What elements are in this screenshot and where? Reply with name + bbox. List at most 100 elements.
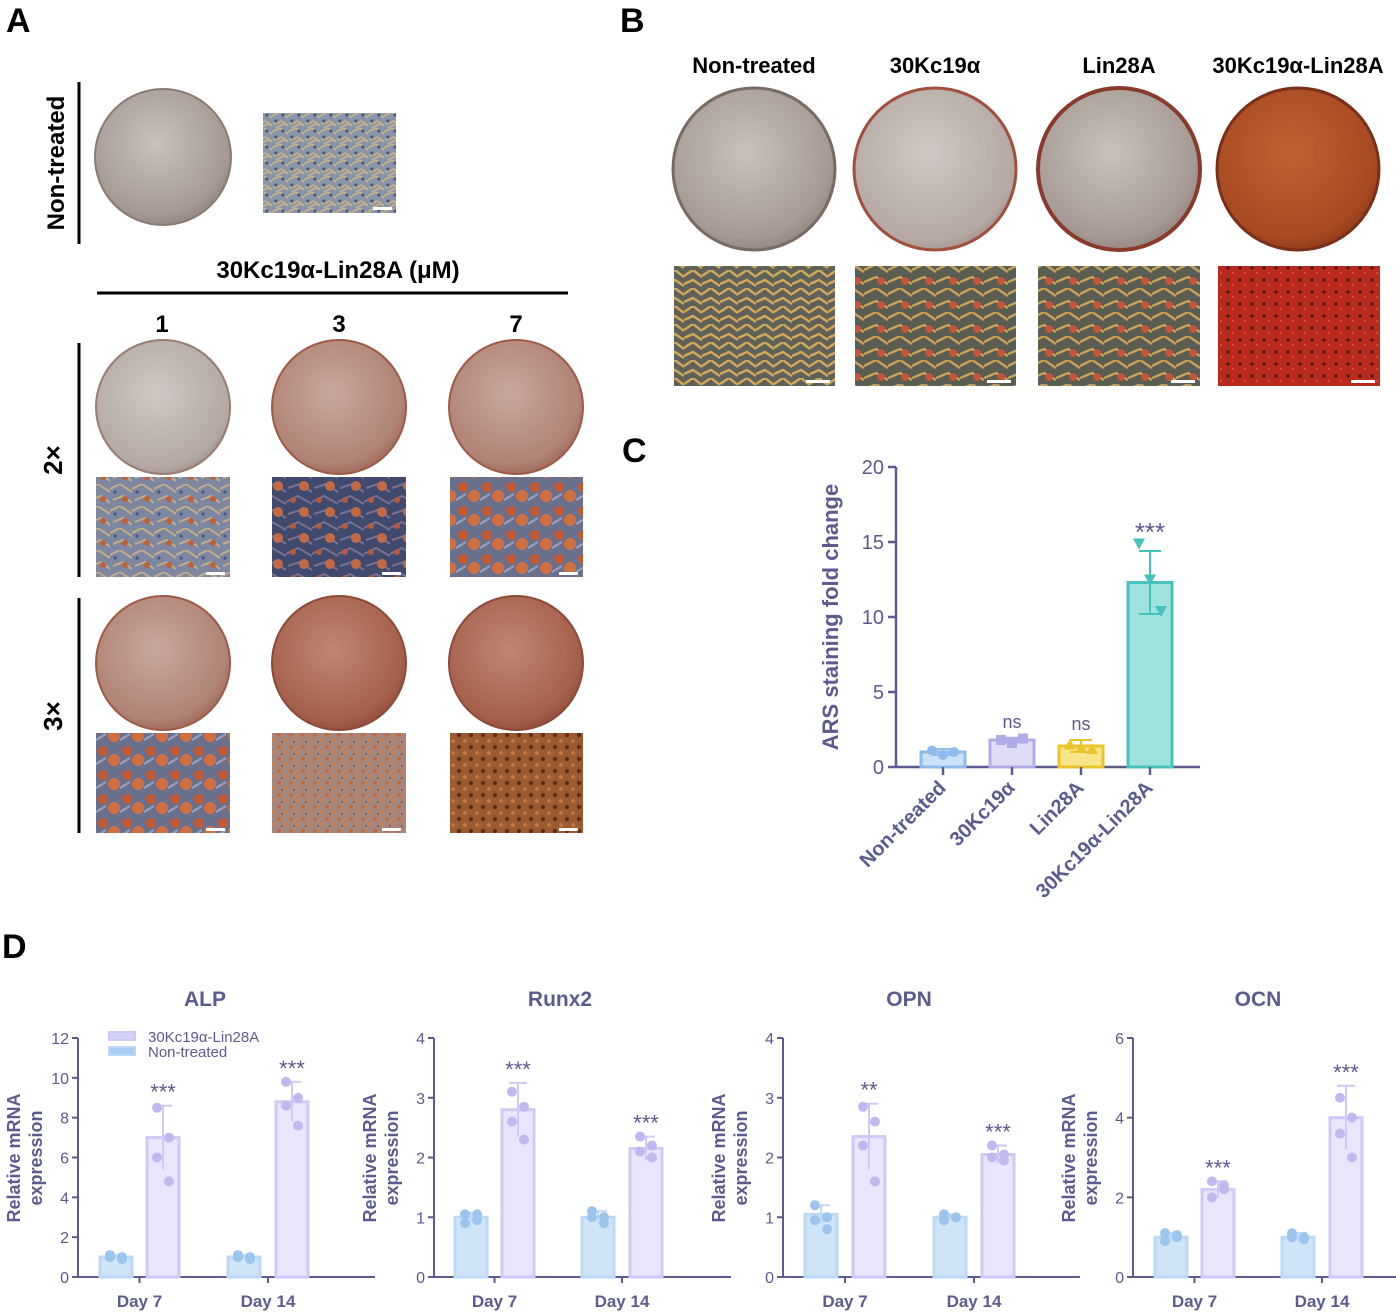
data-point: [858, 1140, 868, 1151]
column-label-3: 3: [332, 311, 345, 338]
micrograph-b-lin28a: [1038, 266, 1200, 386]
y-axis-label: expression: [382, 1110, 402, 1205]
significance-label: ***: [150, 1080, 176, 1105]
x-tick-label: Day 14: [1295, 1292, 1350, 1311]
y-tick-label: 6: [1115, 1031, 1124, 1048]
y-tick-label: 4: [416, 1031, 425, 1048]
chart-title: OCN: [1235, 988, 1282, 1011]
y-tick-label: 5: [873, 682, 884, 704]
bar: [980, 1153, 1016, 1279]
x-tick-label: Day 14: [947, 1292, 1002, 1311]
significance-label: ***: [1135, 517, 1165, 547]
x-tick-label: Day 7: [1172, 1292, 1217, 1311]
data-point: [938, 750, 948, 760]
scale-bar: [373, 207, 392, 210]
scale-bar: [1171, 380, 1195, 383]
x-tick-label: Day 14: [241, 1292, 296, 1311]
bar: [500, 1108, 536, 1279]
data-point: [927, 745, 937, 756]
data-point: [293, 1092, 303, 1103]
legend-label: 30Kc19α-Lin28A: [148, 1029, 259, 1046]
y-tick-label: 0: [765, 1270, 774, 1287]
micrograph-a-3x-3: [272, 733, 406, 833]
x-tick-label: 30Kc19α-Lin28A: [1032, 777, 1158, 903]
data-point: [460, 1209, 470, 1220]
data-point: [987, 1152, 997, 1163]
data-point: [472, 1209, 482, 1220]
y-tick-label: 2: [1115, 1190, 1124, 1207]
data-point: [164, 1176, 174, 1187]
data-point: [1075, 741, 1087, 753]
scale-bar: [206, 828, 225, 831]
micrograph-a-non-treated: [263, 113, 396, 213]
y-tick-label: 2: [416, 1151, 425, 1168]
y-axis-label: ARS staining fold change: [818, 484, 843, 750]
y-axis-label: Relative mRNA: [360, 1093, 380, 1222]
micrograph-a-2x-3: [272, 477, 406, 577]
column-label-b-lin28a: Lin28A: [1082, 53, 1155, 78]
micrograph-a-2x-7: [450, 477, 583, 577]
y-axis-label: expression: [731, 1110, 751, 1205]
data-point: [987, 1140, 997, 1151]
row-label-non-treated: Non-treated: [43, 96, 70, 231]
y-axis-label: Relative mRNA: [4, 1093, 24, 1222]
data-point: [1287, 1232, 1297, 1243]
data-point: [949, 747, 959, 757]
y-tick-label: 2: [60, 1230, 69, 1247]
y-axis-label: Relative mRNA: [1059, 1093, 1079, 1222]
y-tick-label: 10: [862, 607, 884, 629]
scale-bar: [382, 572, 401, 575]
data-point: [105, 1252, 115, 1263]
significance-label: ***: [633, 1111, 659, 1136]
column-label-b-non-treated: Non-treated: [692, 53, 815, 78]
data-point: [152, 1102, 162, 1113]
data-point: [1086, 743, 1098, 754]
data-point: [507, 1116, 517, 1127]
chart-title: Runx2: [528, 988, 592, 1011]
data-point: [647, 1152, 657, 1163]
x-tick-label: Day 14: [595, 1292, 650, 1311]
y-tick-label: 0: [873, 757, 884, 779]
data-point: [293, 1120, 303, 1131]
chart-title: OPN: [886, 988, 932, 1011]
bar: [1153, 1235, 1189, 1279]
y-axis-label: Relative mRNA: [709, 1093, 729, 1222]
y-tick-label: 8: [60, 1111, 69, 1128]
column-label-1: 1: [155, 311, 168, 338]
bar: [580, 1215, 616, 1279]
significance-label: ***: [1205, 1155, 1231, 1180]
dish-b-30kc19: [852, 86, 1018, 252]
data-point: [245, 1252, 255, 1263]
dish-b-fusion: [1215, 86, 1381, 252]
significance-label: **: [860, 1078, 878, 1103]
micrograph-b-30kc19: [855, 266, 1016, 386]
y-tick-label: 12: [51, 1031, 69, 1048]
legend-swatch: [108, 1046, 136, 1056]
chart-ars-staining: 0 5 10 15 20 ARS staining fold change Non-trea…: [818, 457, 1200, 903]
y-axis-label: expression: [26, 1110, 46, 1205]
y-tick-label: 2: [765, 1151, 774, 1168]
data-point: [1133, 538, 1145, 550]
column-label-7: 7: [509, 311, 522, 338]
bar: [932, 1215, 968, 1279]
data-point: [519, 1101, 529, 1112]
significance-label: ns: [1071, 714, 1090, 734]
data-point: [152, 1152, 162, 1163]
column-label-b-30kc19: 30Kc19α: [890, 53, 981, 78]
data-point: [117, 1252, 127, 1263]
micrograph-a-2x-1: [96, 477, 230, 577]
micrograph-b-fusion: [1218, 266, 1380, 386]
concentration-header: 30Kc19α-Lin28A (μM): [216, 257, 459, 284]
data-point: [1160, 1228, 1170, 1239]
y-tick-label: 3: [416, 1091, 425, 1108]
dish-a-non-treated: [94, 88, 232, 226]
significance-label: ***: [279, 1056, 305, 1081]
scale-bar: [559, 572, 578, 575]
data-point: [460, 1218, 470, 1229]
panel-letter-d: D: [2, 928, 27, 966]
scale-bar: [559, 828, 578, 831]
x-tick-label: 30Kc19α: [946, 776, 1020, 850]
significance-label: ***: [1333, 1060, 1359, 1085]
panel-letter-b: B: [620, 2, 645, 40]
